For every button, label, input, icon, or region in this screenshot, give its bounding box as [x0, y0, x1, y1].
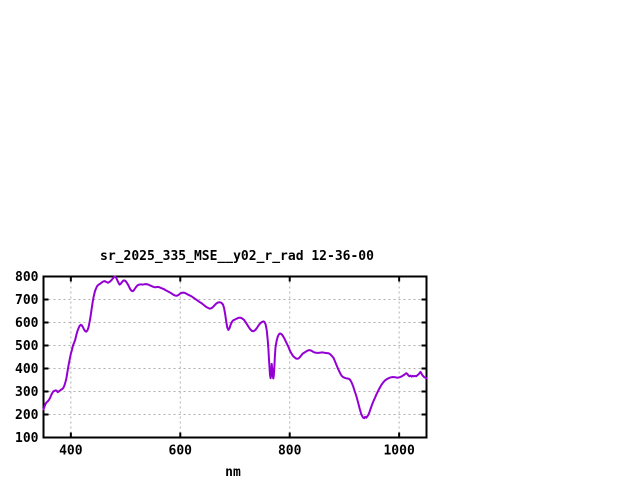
y-tick-label: 800: [15, 270, 39, 285]
x-tick-label: 600: [169, 444, 193, 459]
y-tick-label: 500: [15, 339, 39, 354]
y-tick-label: 300: [15, 385, 39, 400]
y-tick-label: 100: [15, 431, 39, 446]
x-axis-label: nm: [225, 465, 241, 480]
x-tick-label: 1000: [383, 444, 414, 459]
x-tick-label: 400: [59, 444, 83, 459]
gridlines: [43, 276, 427, 438]
tick-labels: 400 600 800 1000 100 200 300 400 500 600 700 800: [15, 270, 415, 459]
y-tick-label: 200: [15, 408, 39, 423]
y-tick-label: 400: [15, 362, 39, 377]
y-tick-label: 600: [15, 316, 39, 331]
y-tick-label: 700: [15, 293, 39, 308]
chart-title: sr_2025_335_MSE__y02_r_rad 12-36-00: [100, 249, 374, 264]
x-tick-label: 800: [278, 444, 302, 459]
plot-border: [42, 275, 428, 439]
spectrum-curve: [42, 275, 428, 420]
